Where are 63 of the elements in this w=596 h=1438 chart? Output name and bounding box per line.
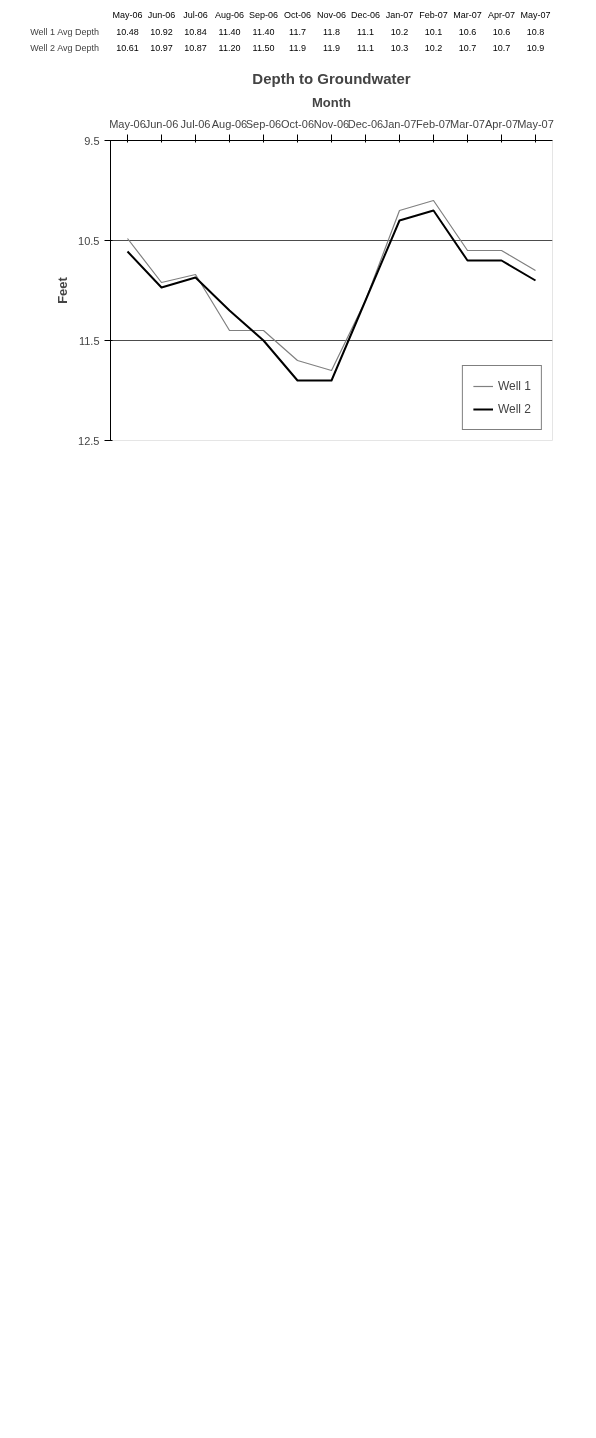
data-label: 10.3	[390, 42, 409, 53]
x-axis-title: Month	[312, 94, 352, 110]
data-label: 11.9	[323, 42, 340, 53]
y-tick-label: 11.5	[78, 334, 100, 347]
x-tick-label: Jul-06	[180, 117, 211, 130]
data-label: 11.7	[289, 26, 306, 37]
data-label: 10.48	[116, 26, 139, 37]
data-label: 11.8	[323, 26, 340, 37]
data-label: 10.8	[526, 26, 545, 37]
data-label: 10.84	[184, 26, 207, 37]
category-label: Jun-06	[147, 10, 176, 21]
data-label: 10.7	[458, 42, 477, 53]
data-label: 11.40	[218, 26, 241, 37]
category-label: Jul-06	[183, 10, 208, 21]
category-label: May-06	[112, 10, 143, 21]
data-label: 10.9	[526, 42, 545, 53]
data-label: 11.20	[218, 42, 241, 53]
text: Well 1 Avg Depth	[30, 26, 100, 37]
data-label: 10.61	[116, 42, 139, 53]
x-tick-label: Jun-06	[144, 117, 179, 130]
y-tick-label: 12.5	[78, 434, 100, 447]
category-label: Feb-07	[419, 10, 448, 21]
x-tick-label: Mar-07	[450, 117, 485, 130]
x-tick-label: May-06	[109, 117, 146, 130]
data-label: 10.1	[424, 26, 443, 37]
data-label: 10.97	[150, 42, 173, 53]
x-tick-label: Dec-06	[347, 117, 384, 130]
chart-title: Depth to Groundwater	[252, 69, 411, 87]
category-label: Sep-06	[248, 10, 279, 21]
x-tick-label: May-07	[517, 117, 554, 130]
y-tick-label: 10.5	[78, 234, 100, 247]
category-label: May-07	[520, 10, 551, 21]
legend-label: Well 1	[497, 379, 531, 393]
legend-label: Well 2	[497, 402, 531, 416]
x-tick-label: Apr-07	[484, 117, 519, 130]
y-axis-title: Feet	[55, 276, 71, 304]
data-label: 11.1	[357, 42, 374, 53]
data-label: 10.92	[150, 26, 173, 37]
category-label: Nov-06	[316, 10, 347, 21]
data-label: 11.40	[252, 26, 275, 37]
y-tick-label: 9.5	[84, 134, 100, 147]
category-label: Oct-06	[284, 10, 312, 21]
x-tick-label: Nov-06	[313, 117, 350, 130]
data-label: 10.2	[390, 26, 409, 37]
data-label: 10.2	[424, 42, 443, 53]
x-tick-label: Aug-06	[211, 117, 248, 130]
x-tick-label: Feb-07	[416, 117, 451, 130]
category-label: Aug-06	[214, 10, 245, 21]
category-label: Jan-07	[385, 10, 414, 21]
x-tick-label: Oct-06	[280, 117, 315, 130]
text: Well 2 Avg Depth	[30, 42, 100, 53]
category-label: Dec-06	[350, 10, 381, 21]
data-label: 11.1	[357, 26, 374, 37]
x-tick-label: Jan-07	[382, 117, 417, 130]
x-tick-label: Sep-06	[245, 117, 282, 130]
data-label: 10.6	[492, 26, 511, 37]
data-label: 10.87	[184, 42, 207, 53]
data-label: 10.7	[492, 42, 511, 53]
data-label: 10.6	[458, 26, 477, 37]
category-label: Mar-07	[453, 10, 482, 21]
data-label: 11.50	[252, 42, 275, 53]
category-label: Apr-07	[487, 10, 516, 21]
data-label: 11.9	[289, 42, 306, 53]
